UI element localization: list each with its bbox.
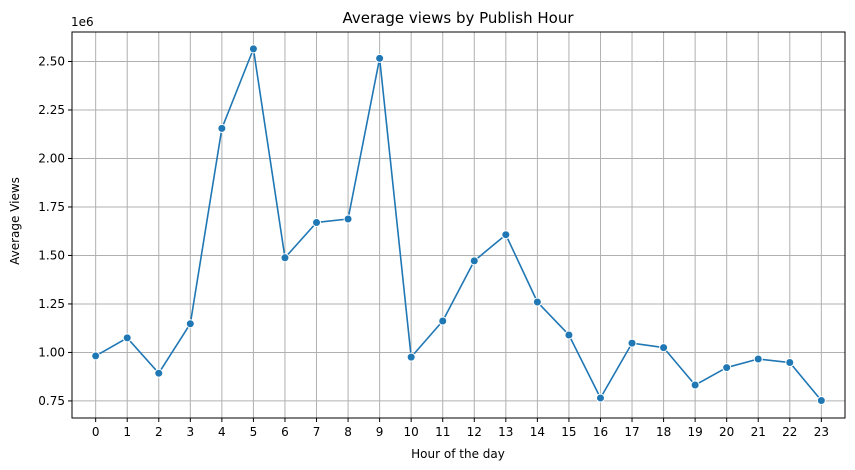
y-tick-label: 1.50: [38, 248, 65, 262]
x-tick-label: 5: [250, 425, 258, 439]
x-tick-label: 17: [624, 425, 639, 439]
x-tick-label: 23: [814, 425, 829, 439]
data-point: [91, 351, 101, 361]
data-point: [753, 354, 763, 364]
y-tick-label: 2.50: [38, 54, 65, 68]
x-tick-label: 10: [404, 425, 419, 439]
x-tick-label: 18: [656, 425, 671, 439]
data-point: [343, 214, 353, 224]
y-tick-label: 2.25: [38, 103, 65, 117]
data-point: [185, 319, 195, 329]
data-point: [469, 256, 479, 266]
x-tick-label: 4: [218, 425, 226, 439]
data-point: [122, 333, 132, 343]
data-point: [564, 330, 574, 340]
x-tick-label: 12: [467, 425, 482, 439]
grid: [72, 32, 845, 418]
data-point: [312, 217, 322, 227]
y-axis-label: Average Views: [8, 177, 22, 265]
y-tick-label: 0.75: [38, 394, 65, 408]
x-tick-label: 19: [687, 425, 702, 439]
data-point: [659, 343, 669, 353]
data-point: [722, 363, 732, 373]
x-tick-label: 8: [344, 425, 352, 439]
data-point: [627, 338, 637, 348]
x-tick-label: 6: [281, 425, 289, 439]
data-point: [501, 230, 511, 240]
x-axis-label: Hour of the day: [411, 447, 505, 461]
data-point: [816, 396, 826, 406]
y-tick-label: 1.75: [38, 200, 65, 214]
series-line: [95, 48, 822, 402]
data-point: [438, 316, 448, 326]
x-tick-label: 7: [313, 425, 321, 439]
x-tick-label: 16: [593, 425, 608, 439]
x-tick-label: 0: [92, 425, 100, 439]
x-tick-label: 14: [530, 425, 545, 439]
data-point: [690, 380, 700, 390]
x-tick-label: 13: [498, 425, 513, 439]
x-tick-label: 11: [435, 425, 450, 439]
x-tick-label: 20: [719, 425, 734, 439]
data-point: [217, 123, 227, 133]
data-point: [280, 253, 290, 263]
data-point: [532, 297, 542, 307]
axes: 0 1 2 3 4 5 6 7 8 9 10 11 12 13 14 15 16 17 18 19 20 21 22 230.…: [38, 31, 846, 439]
data-point: [785, 358, 795, 368]
data-point: [406, 352, 416, 362]
chart-title: Average views by Publish Hour: [342, 9, 574, 27]
plot-frame: [71, 31, 846, 419]
x-tick-label: 22: [782, 425, 797, 439]
data-point: [595, 393, 605, 403]
series-layer: [91, 44, 826, 406]
data-point: [154, 368, 164, 378]
x-tick-label: 1: [123, 425, 131, 439]
y-tick-label: 2.00: [38, 151, 65, 165]
x-tick-label: 21: [751, 425, 766, 439]
data-point: [375, 53, 385, 63]
x-tick-label: 9: [376, 425, 384, 439]
x-tick-label: 2: [155, 425, 163, 439]
y-tick-label: 1.25: [38, 297, 65, 311]
x-tick-label: 3: [186, 425, 194, 439]
y-tick-label: 1.00: [38, 345, 65, 359]
y-multiplier-label: 1e6: [71, 15, 94, 29]
x-tick-label: 15: [561, 425, 576, 439]
data-point: [248, 44, 258, 54]
